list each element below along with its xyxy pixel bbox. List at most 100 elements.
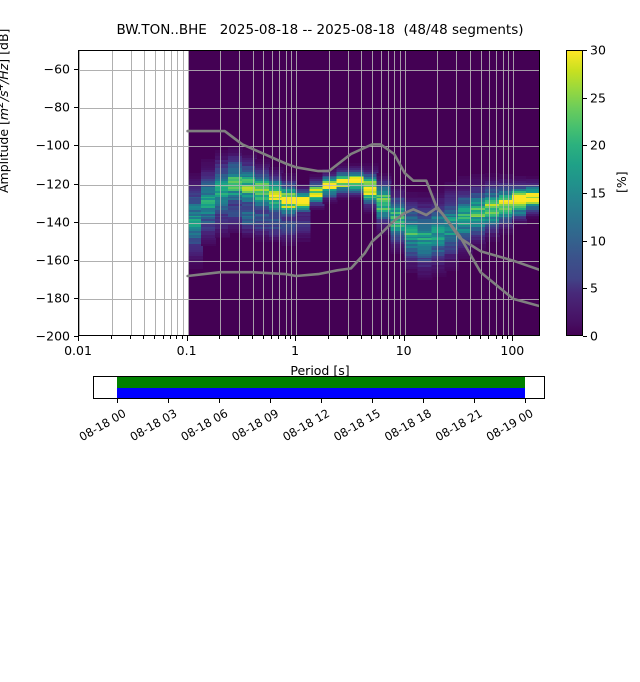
x-axis-tick — [398, 336, 400, 339]
x-axis-tick — [436, 336, 438, 339]
x-axis-tick-label: 1 — [291, 343, 300, 358]
timeline-tick — [371, 399, 373, 403]
x-axis-tick — [469, 336, 471, 339]
y-axis-tick-label: −120 — [35, 176, 70, 191]
psd-histogram-canvas — [187, 51, 539, 335]
timeline-tick — [321, 399, 322, 403]
x-axis-tick — [379, 336, 381, 339]
psd-histogram-panel — [187, 51, 539, 335]
gridline-vertical — [170, 51, 172, 335]
x-axis-tick — [295, 336, 297, 341]
x-axis-tick — [78, 336, 79, 341]
timeline-tick — [270, 399, 272, 403]
x-axis-tick — [278, 336, 280, 339]
x-axis-title: Period [s] — [290, 363, 350, 378]
y-axis-tick — [73, 183, 78, 185]
colorbar-tick-label: 30 — [590, 42, 606, 58]
colorbar-tick-label: 5 — [590, 280, 598, 296]
y-axis-tick — [73, 145, 78, 147]
y-axis-tick — [73, 107, 78, 109]
x-axis-tick — [360, 336, 362, 339]
timeline-tick — [219, 399, 221, 403]
data-coverage-bar — [117, 377, 525, 388]
y-axis-tick — [73, 336, 78, 337]
timeline-tick — [422, 399, 424, 403]
gridline-vertical — [79, 51, 80, 335]
colorbar-tick-label: 20 — [590, 137, 606, 153]
colorbar-tick-label: 15 — [590, 185, 606, 201]
x-axis-tick — [271, 336, 273, 339]
colorbar-tick — [583, 97, 587, 99]
x-axis-tick — [169, 336, 171, 339]
x-axis-tick — [488, 336, 490, 339]
colorbar-tick-label: 10 — [590, 233, 606, 249]
y-axis-tick-label: −160 — [35, 252, 70, 268]
colorbar-tick-label: 25 — [590, 90, 606, 106]
x-axis-tick — [393, 336, 395, 339]
colorbar-tick-label: 0 — [590, 328, 598, 344]
x-axis-tick — [386, 336, 388, 339]
x-axis-tick — [251, 336, 253, 339]
gridline-vertical — [163, 51, 165, 335]
x-axis-tick — [371, 336, 372, 339]
colorbar-tick — [583, 50, 587, 51]
x-axis-tick — [403, 336, 405, 341]
x-axis-tick — [110, 336, 112, 339]
x-axis-tick — [162, 336, 164, 339]
y-axis-tick — [73, 69, 78, 71]
colorbar-tick — [583, 288, 587, 290]
x-axis-tick — [507, 336, 509, 339]
x-axis-tick — [176, 336, 177, 339]
y-axis-tick-label: −80 — [43, 99, 70, 115]
ppsd-figure: BW.TON..BHE 2025-08-18 -- 2025-08-18 (48… — [0, 22, 629, 444]
x-axis-tick — [455, 336, 457, 339]
page-title: BW.TON..BHE 2025-08-18 -- 2025-08-18 (48… — [116, 22, 524, 38]
y-axis-tick-label: −100 — [35, 137, 70, 153]
y-axis-tick — [73, 259, 78, 261]
gridline-vertical — [154, 51, 156, 335]
x-axis-tick — [186, 336, 188, 341]
gridline-vertical — [177, 51, 178, 335]
gridline-vertical — [182, 51, 184, 335]
y-axis-title: Amplitude [m2/s4/Hz] [dB] — [0, 28, 12, 193]
x-axis-tick — [153, 336, 155, 339]
colorbar-title: [%] — [614, 171, 629, 193]
timeline-axes[interactable] — [93, 376, 545, 399]
colorbar-tick — [583, 336, 587, 337]
gridline-vertical — [130, 51, 132, 335]
x-axis-tick-label: 0.01 — [64, 343, 92, 358]
x-axis-tick — [143, 336, 145, 339]
x-axis-tick-label: 100 — [500, 343, 525, 358]
x-axis-tick — [129, 336, 131, 339]
timeline-tick — [524, 399, 526, 403]
x-axis-tick — [512, 336, 514, 341]
colorbar-tick — [583, 240, 587, 242]
x-axis-tick — [501, 336, 503, 339]
x-axis-tick-label: 0.1 — [176, 343, 197, 358]
x-axis-tick — [290, 336, 292, 339]
y-axis-tick-label: −60 — [43, 61, 70, 77]
colorbar — [566, 50, 583, 336]
x-axis-tick — [346, 336, 348, 339]
psd-plot-axes[interactable] — [78, 50, 540, 336]
y-axis-tick-label: −140 — [35, 214, 70, 230]
y-axis-tick-label: −180 — [35, 290, 70, 306]
gridline-vertical — [144, 51, 146, 335]
colorbar-tick — [583, 193, 587, 194]
x-axis-tick — [327, 336, 329, 339]
colorbar-tick — [583, 145, 587, 147]
timeline-tick — [473, 399, 475, 403]
x-axis-tick — [238, 336, 240, 339]
x-axis-tick — [219, 336, 221, 339]
x-axis-tick — [262, 336, 264, 339]
x-axis-tick-label: 10 — [395, 343, 412, 358]
timeline-tick — [168, 399, 170, 403]
y-axis-tick-label: −200 — [35, 328, 70, 344]
timeline-tick — [117, 399, 119, 403]
gridline-vertical — [111, 51, 113, 335]
y-axis-tick — [73, 221, 78, 223]
x-axis-tick — [479, 336, 481, 339]
y-axis-tick — [73, 297, 78, 299]
x-axis-tick — [284, 336, 286, 339]
x-axis-tick — [495, 336, 497, 339]
